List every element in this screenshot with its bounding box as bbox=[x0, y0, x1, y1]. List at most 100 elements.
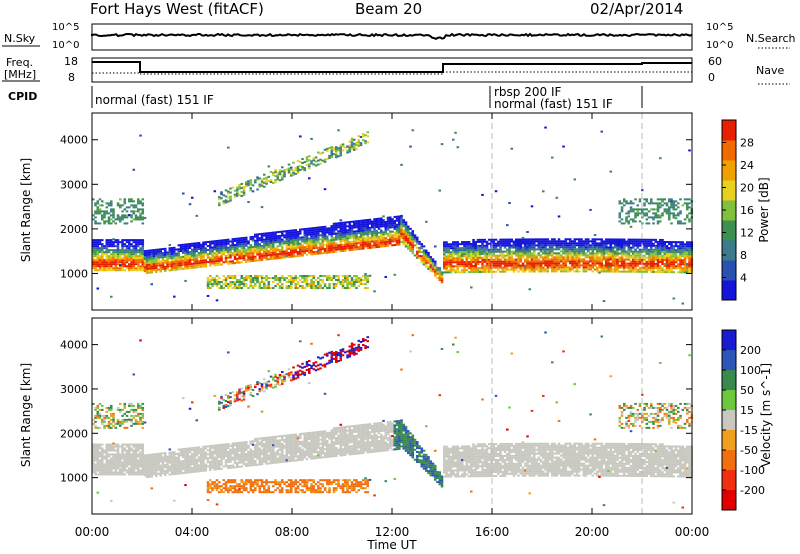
power-cell bbox=[231, 281, 235, 284]
power-cell bbox=[177, 268, 181, 271]
power-cell bbox=[213, 244, 217, 247]
power-cell bbox=[314, 244, 318, 247]
power-cell bbox=[420, 251, 424, 254]
power-cell bbox=[119, 255, 122, 258]
power-cell bbox=[233, 253, 237, 256]
noise-right-label: N.Search bbox=[746, 32, 796, 45]
power-cell bbox=[98, 241, 102, 244]
power-cell bbox=[494, 244, 498, 247]
power-cell bbox=[188, 261, 192, 264]
power-cell bbox=[373, 222, 376, 225]
power-cell bbox=[557, 268, 561, 271]
power-cell bbox=[589, 256, 592, 259]
power-cell bbox=[323, 160, 327, 163]
power-cell bbox=[269, 231, 273, 234]
noise-right-tick-bottom: 10^0 bbox=[706, 40, 733, 51]
power-cell bbox=[110, 245, 113, 248]
power-cell bbox=[407, 225, 410, 228]
power-cell bbox=[377, 217, 381, 220]
power-cell bbox=[463, 251, 466, 254]
power-cell bbox=[137, 198, 140, 201]
power-cell bbox=[110, 218, 113, 221]
power-cell bbox=[605, 248, 608, 251]
power-cell bbox=[202, 265, 205, 268]
power-cell bbox=[490, 238, 493, 241]
power-cell bbox=[643, 242, 646, 245]
power-cell bbox=[157, 250, 160, 253]
power-cell bbox=[292, 277, 295, 280]
power-cell bbox=[337, 236, 340, 239]
velocity-cell bbox=[121, 443, 124, 446]
power-cell bbox=[344, 287, 347, 290]
power-cell bbox=[319, 252, 322, 255]
power-cell bbox=[591, 262, 595, 265]
power-cell bbox=[323, 233, 327, 236]
power-cell bbox=[663, 259, 667, 262]
velocity-cell bbox=[110, 422, 113, 425]
power-cell bbox=[148, 253, 151, 256]
power-cell bbox=[312, 285, 316, 288]
power-cell bbox=[681, 263, 685, 266]
velocity-cell bbox=[128, 455, 131, 458]
power-cell bbox=[173, 254, 176, 257]
velocity-cell bbox=[101, 414, 104, 417]
power-cell bbox=[209, 250, 212, 253]
power-cell bbox=[134, 243, 138, 246]
date-title: 02/Apr/2014 bbox=[590, 0, 683, 18]
power-cell bbox=[141, 218, 145, 221]
power-cell bbox=[686, 267, 689, 270]
power-cell bbox=[206, 283, 210, 286]
power-cell bbox=[373, 228, 376, 231]
power-cell bbox=[130, 259, 133, 262]
power-cell bbox=[141, 212, 145, 215]
velocity-cell bbox=[137, 471, 140, 474]
power-cell bbox=[110, 200, 113, 203]
velocity-cell bbox=[110, 465, 113, 468]
power-cell bbox=[479, 268, 482, 271]
power-cell bbox=[452, 265, 455, 268]
velocity-cell bbox=[134, 449, 138, 452]
power-cell bbox=[683, 263, 687, 266]
power-cell bbox=[380, 219, 383, 222]
power-cell bbox=[292, 233, 295, 236]
power-cell bbox=[157, 254, 160, 257]
power-cell bbox=[177, 260, 181, 263]
power-cell bbox=[530, 205, 534, 208]
power-cell bbox=[456, 253, 460, 256]
power-cell bbox=[101, 216, 104, 219]
power-cell bbox=[512, 264, 516, 267]
freq-label-1: Freq. bbox=[6, 56, 33, 69]
power-cell bbox=[281, 238, 284, 241]
power-cell bbox=[668, 212, 671, 215]
power-cell bbox=[661, 250, 664, 253]
power-cell bbox=[112, 259, 115, 262]
power-cell bbox=[186, 243, 190, 246]
power-cell bbox=[247, 248, 250, 251]
power-cell bbox=[438, 279, 442, 282]
velocity-cell bbox=[139, 416, 142, 419]
power-cell bbox=[335, 152, 338, 155]
power-cell bbox=[647, 238, 651, 241]
power-cell bbox=[310, 287, 313, 290]
power-cell bbox=[548, 250, 552, 253]
power-cell bbox=[517, 270, 520, 273]
freq-panel-frame bbox=[91, 57, 693, 83]
power-cell bbox=[344, 243, 347, 246]
power-cell bbox=[670, 265, 673, 268]
power-cell bbox=[616, 246, 619, 249]
power-cell bbox=[474, 258, 478, 261]
power-cell bbox=[391, 238, 394, 241]
power-cell bbox=[350, 228, 354, 231]
power-cell bbox=[393, 221, 397, 224]
power-cell bbox=[224, 259, 228, 262]
power-cell bbox=[600, 264, 604, 267]
power-cell bbox=[254, 251, 257, 254]
power-cell bbox=[362, 139, 365, 142]
power-cell bbox=[546, 262, 550, 265]
velocity-cell bbox=[137, 447, 140, 450]
power-cell bbox=[224, 189, 228, 192]
power-cell bbox=[501, 238, 505, 241]
power-cell bbox=[458, 255, 462, 258]
power-cell bbox=[193, 244, 196, 247]
power-cell bbox=[634, 238, 637, 241]
